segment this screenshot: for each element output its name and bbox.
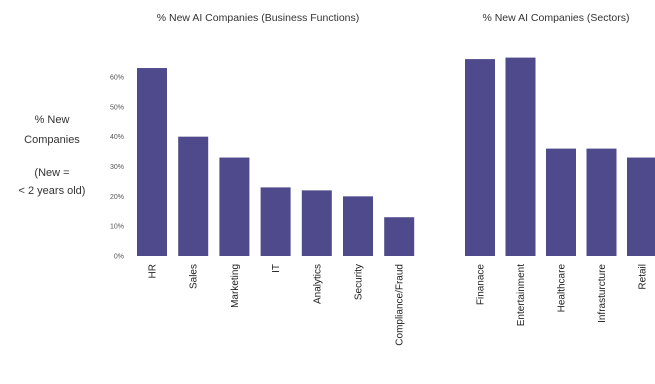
bar-security [343, 196, 373, 256]
bar-retail [627, 157, 655, 256]
category-label: HR [148, 264, 159, 278]
bar-infrasturcture [586, 148, 617, 256]
category-label: Analytics [312, 264, 323, 304]
bar-analytics [301, 190, 332, 256]
bar-entertainment [505, 57, 536, 256]
category-label: Security [354, 264, 365, 300]
category-label: Marketing [230, 264, 241, 308]
y-axis-label-line-2: Companies [24, 134, 80, 146]
business-functions-categories: HR Sales Marketing IT Analytics Security Compl… [148, 264, 406, 346]
bar-hr [137, 68, 167, 256]
business-functions-bars [137, 68, 415, 256]
chart-title-sectors: % New AI Companies (Sectors) [482, 12, 629, 24]
y-tick-label: 0% [114, 254, 124, 261]
sectors-bars [465, 57, 655, 256]
category-label: Entertainment [516, 264, 527, 326]
y-tick-label: 60% [110, 75, 124, 82]
y-tick-label: 30% [110, 164, 124, 171]
category-label: IT [271, 264, 282, 273]
bar-marketing [219, 157, 250, 256]
category-label: Compliance/Fraud [395, 264, 406, 346]
bar-finanace [465, 59, 495, 256]
y-tick-label: 50% [110, 104, 124, 111]
chart-title-business-functions: % New AI Companies (Business Functions) [157, 12, 360, 24]
bar-it [260, 187, 291, 256]
y-axis-label-line-3: (New = [34, 167, 69, 179]
y-axis-label-line-1: % New [35, 114, 70, 126]
category-label: Healthcare [557, 264, 568, 313]
category-label: Finanace [476, 264, 487, 306]
category-label: Infrasturcture [597, 264, 608, 323]
category-label: Sales [189, 264, 200, 289]
y-tick-label: 20% [110, 194, 124, 201]
bar-healthcare [546, 148, 576, 256]
sectors-categories: Finanace Entertainment Healthcare Infrastur… [476, 264, 649, 327]
category-label: Retail [638, 264, 649, 290]
y-tick-label: 40% [110, 134, 124, 141]
bar-compliance-fraud [384, 217, 415, 256]
y-axis-ticks: 0% 10% 20% 30% 40% 50% 60% [110, 75, 124, 261]
bar-sales [178, 136, 209, 256]
y-tick-label: 10% [110, 224, 124, 231]
y-axis-label-line-4: < 2 years old) [19, 185, 86, 197]
